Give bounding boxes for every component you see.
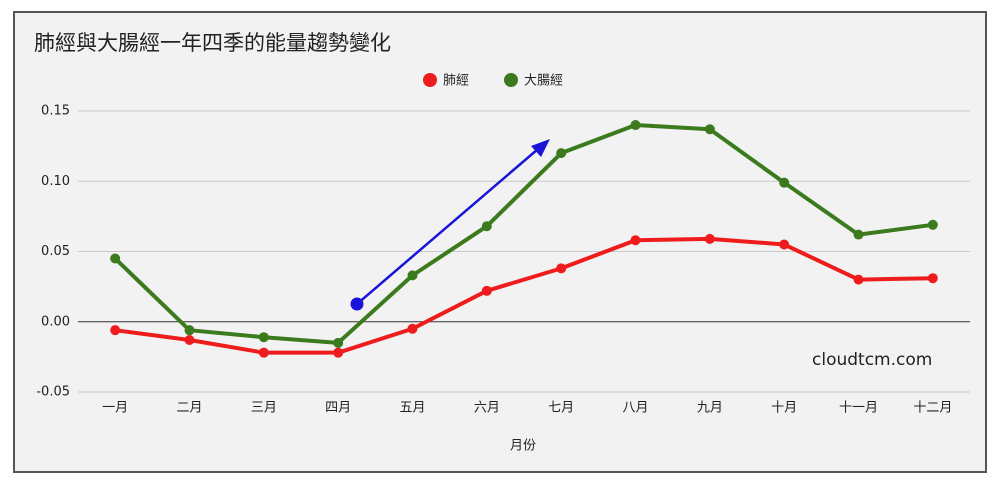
data-point — [333, 337, 344, 348]
data-point — [853, 274, 864, 285]
x-tick-label: 四月 — [325, 401, 351, 416]
series-line — [114, 236, 933, 355]
data-point — [704, 233, 715, 244]
chart-title: 肺經與大腸經一年四季的能量趨勢變化 — [34, 31, 391, 55]
data-point — [258, 347, 269, 358]
data-point — [630, 235, 641, 246]
watermark: cloudtcm.com — [812, 350, 932, 370]
x-tick-label: 五月 — [399, 401, 425, 416]
data-point — [556, 148, 567, 159]
y-tick-label: 0.15 — [41, 104, 70, 119]
x-tick-label: 七月 — [548, 401, 574, 416]
x-tick-label: 十月 — [771, 401, 797, 416]
chart-frame — [13, 11, 987, 473]
x-tick-label: 二月 — [176, 401, 202, 416]
x-tick-label: 十二月 — [913, 401, 952, 416]
data-point — [407, 323, 418, 334]
x-tick-label: 一月 — [102, 401, 128, 416]
data-point — [333, 347, 344, 358]
legend-label: 肺經 — [443, 74, 469, 89]
y-tick-label: 0.05 — [41, 244, 70, 259]
y-tick-label: 0.10 — [41, 174, 70, 189]
series-line — [113, 123, 934, 345]
x-tick-label: 八月 — [622, 401, 648, 416]
x-tick-label: 三月 — [251, 401, 277, 416]
data-point — [481, 221, 492, 232]
data-point — [927, 273, 938, 284]
x-axis-label: 月份 — [510, 439, 536, 454]
data-point — [927, 219, 938, 230]
y-tick-label: -0.05 — [36, 385, 70, 400]
data-point — [184, 325, 195, 336]
data-point — [779, 239, 790, 250]
legend-marker — [504, 73, 518, 87]
data-point — [407, 270, 418, 281]
data-point — [704, 124, 715, 135]
data-point — [630, 120, 641, 131]
x-tick-label: 十一月 — [839, 401, 878, 416]
legend-label: 大腸經 — [524, 74, 563, 89]
y-tick-label: 0.00 — [41, 314, 70, 329]
x-tick-label: 九月 — [697, 401, 723, 416]
data-point — [779, 177, 790, 188]
data-point — [110, 325, 121, 336]
arrow — [350, 139, 550, 311]
data-point — [556, 263, 567, 274]
data-point — [258, 332, 269, 343]
legend-marker — [423, 73, 437, 87]
data-point — [110, 253, 121, 264]
x-tick-label: 六月 — [474, 401, 500, 416]
data-point — [853, 229, 864, 240]
data-point — [481, 285, 492, 296]
data-point — [184, 335, 195, 346]
